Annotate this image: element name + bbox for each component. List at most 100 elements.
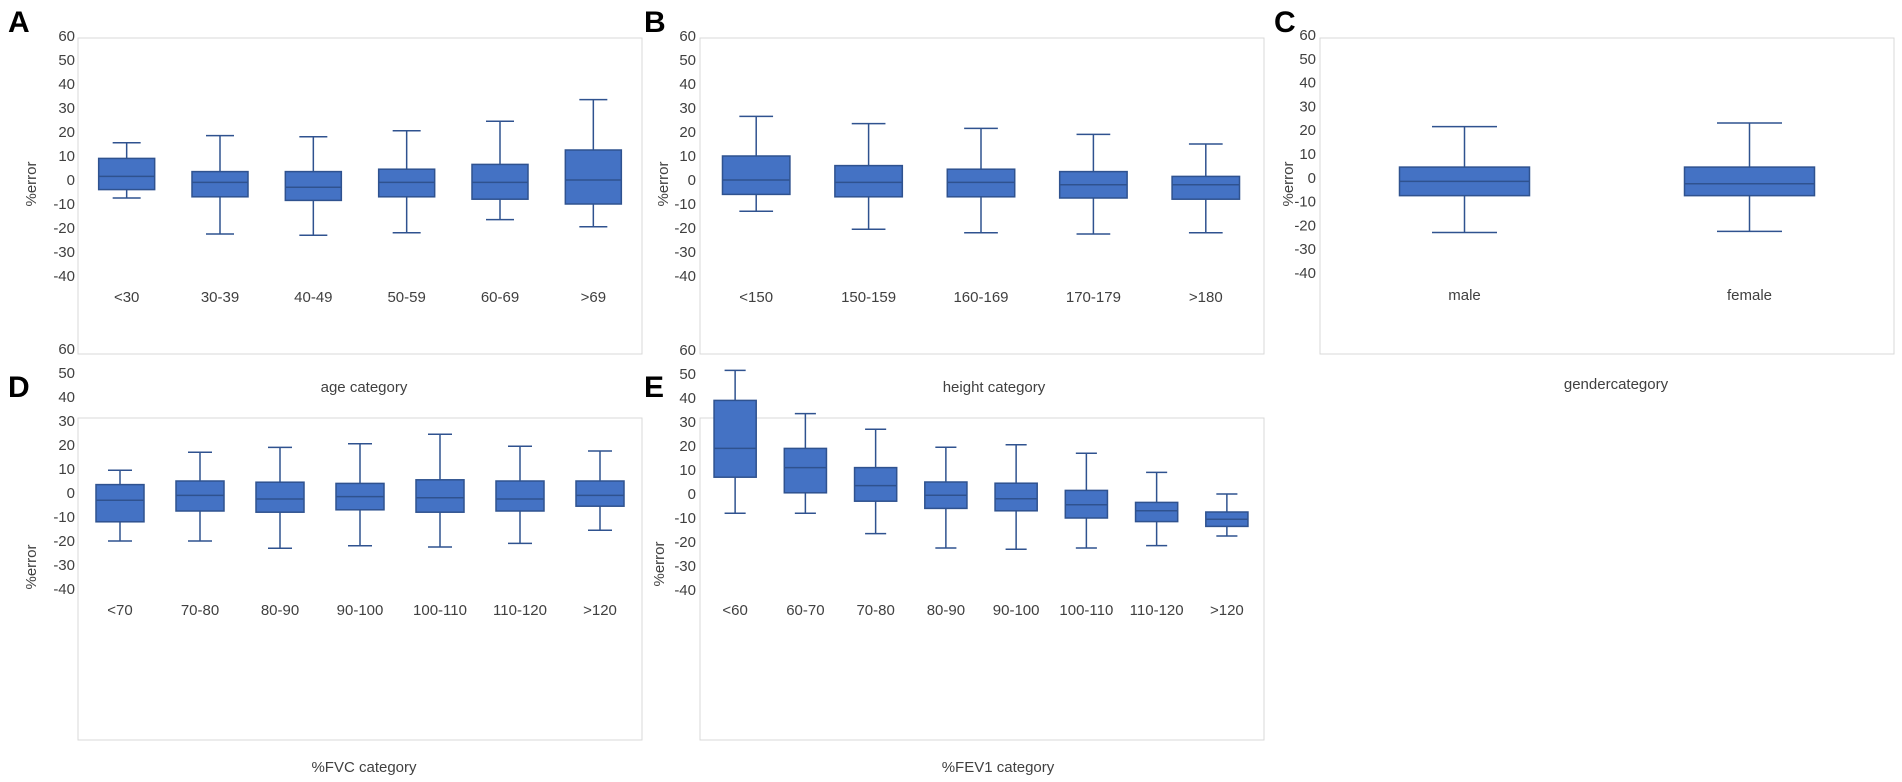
y-tick-label: -40 bbox=[1294, 265, 1316, 282]
y-tick-label: -30 bbox=[53, 557, 75, 574]
iqr-box bbox=[1683, 166, 1816, 197]
panel-letter-d: D bbox=[8, 371, 30, 404]
iqr-box bbox=[713, 399, 757, 478]
y-tick-label: 30 bbox=[679, 100, 696, 117]
y-tick-label: -30 bbox=[674, 244, 696, 261]
box-plot-30-39 bbox=[191, 134, 249, 235]
plot-area-c: 60 50 40 30 20 10 0 -10 -20 -30 -40 male female bbox=[1294, 27, 1816, 304]
panel-letter-b: B bbox=[644, 6, 666, 39]
iqr-box bbox=[95, 483, 145, 523]
y-tick-label: 60 bbox=[679, 28, 696, 45]
y-tick-label: 60 bbox=[58, 341, 75, 358]
y-tick-label: 20 bbox=[679, 124, 696, 141]
box-plot-male bbox=[1398, 125, 1531, 234]
x-tick-label: male bbox=[1448, 287, 1481, 304]
iqr-box bbox=[564, 149, 623, 205]
iqr-box bbox=[1134, 501, 1179, 523]
y-tick-label: 30 bbox=[58, 100, 75, 117]
y-tick-label: 20 bbox=[58, 124, 75, 141]
y-tick-label: 50 bbox=[679, 52, 696, 69]
box-plot-<70 bbox=[95, 469, 145, 542]
y-tick-label: -20 bbox=[674, 220, 696, 237]
x-tick-label: <70 bbox=[107, 602, 132, 619]
plot-frame-b bbox=[699, 37, 1265, 355]
box-plot-150-159 bbox=[834, 122, 904, 230]
y-tick-label: -40 bbox=[674, 582, 696, 599]
box-plot-80-90 bbox=[924, 446, 968, 549]
iqr-box bbox=[191, 170, 249, 198]
x-axis-title-c: gendercategory bbox=[1564, 376, 1669, 393]
box-plot-female bbox=[1683, 122, 1816, 233]
y-tick-label: 30 bbox=[1299, 98, 1316, 115]
iqr-box bbox=[415, 479, 465, 513]
panel-letter-e: E bbox=[644, 371, 664, 404]
x-tick-label: 110-120 bbox=[493, 602, 547, 619]
y-tick-label: 0 bbox=[1308, 170, 1316, 187]
iqr-box bbox=[1171, 175, 1241, 200]
x-axis-title-b: height category bbox=[943, 379, 1046, 396]
plot-area-a: 60 50 40 30 20 10 0 -10 -20 -30 -40 <30 30-39 40-49 50… bbox=[53, 28, 623, 306]
box-plot-110-120 bbox=[495, 445, 545, 545]
box-plot-100-110 bbox=[415, 433, 465, 548]
box-plot-60-69 bbox=[471, 120, 529, 221]
x-axis-title-a: age category bbox=[321, 379, 408, 396]
y-tick-label: 30 bbox=[58, 413, 75, 430]
panel-d: D 60 50 40 30 20 10 0 -10 -20 -30 -40 <70 70-80 80-90… bbox=[8, 341, 643, 776]
x-tick-label: 70-80 bbox=[181, 602, 219, 619]
x-axis-title-e: %FEV1 category bbox=[942, 759, 1055, 776]
y-tick-label: 10 bbox=[679, 148, 696, 165]
box-plot-<30 bbox=[97, 142, 156, 199]
y-tick-label: 0 bbox=[688, 486, 696, 503]
x-tick-label: 60-69 bbox=[481, 289, 519, 306]
x-tick-label: 90-100 bbox=[337, 602, 384, 619]
iqr-box bbox=[834, 164, 904, 198]
y-tick-label: 10 bbox=[58, 148, 75, 165]
x-tick-label: 150-159 bbox=[841, 289, 896, 306]
box-plot-170-179 bbox=[1058, 133, 1128, 235]
x-tick-label: <30 bbox=[114, 289, 139, 306]
iqr-box bbox=[575, 480, 625, 507]
y-tick-label: 20 bbox=[58, 437, 75, 454]
iqr-box bbox=[255, 481, 305, 513]
y-tick-label: -20 bbox=[53, 533, 75, 550]
y-tick-label: 50 bbox=[1299, 51, 1316, 68]
plot-area-d: 60 50 40 30 20 10 0 -10 -20 -30 -40 <70 70-80 80-90 90… bbox=[53, 341, 625, 619]
panel-a: A 60 50 40 30 20 10 0 -10 -20 -30 -40 <30 30-39 40-49… bbox=[8, 6, 643, 396]
box-plot->180 bbox=[1171, 143, 1241, 234]
box-plot-<60 bbox=[713, 369, 757, 514]
y-tick-label: -10 bbox=[674, 510, 696, 527]
box-plot-100-110 bbox=[1064, 452, 1109, 549]
y-tick-label: 10 bbox=[1299, 146, 1316, 163]
plot-frame-e bbox=[699, 417, 1265, 741]
plot-frame-d bbox=[77, 417, 643, 741]
x-tick-label: 70-80 bbox=[856, 602, 894, 619]
x-tick-label: 160-169 bbox=[953, 289, 1008, 306]
box-plot-90-100 bbox=[335, 443, 385, 547]
y-tick-label: 20 bbox=[679, 438, 696, 455]
y-tick-label: -10 bbox=[674, 196, 696, 213]
x-tick-label: >180 bbox=[1189, 289, 1223, 306]
y-tick-label: -30 bbox=[674, 558, 696, 575]
y-tick-label: 40 bbox=[1299, 75, 1316, 92]
y-tick-label: 30 bbox=[679, 414, 696, 431]
x-tick-label: 60-70 bbox=[786, 602, 824, 619]
plot-frame-c bbox=[1319, 37, 1895, 355]
x-tick-label: 80-90 bbox=[261, 602, 299, 619]
y-tick-label: -20 bbox=[674, 534, 696, 551]
iqr-box bbox=[721, 155, 791, 196]
y-axis-title-d: %error bbox=[23, 544, 40, 589]
box-plot-90-100 bbox=[994, 444, 1038, 550]
y-tick-label: 40 bbox=[58, 389, 75, 406]
y-tick-label: -40 bbox=[674, 268, 696, 285]
y-tick-label: 40 bbox=[58, 76, 75, 93]
x-tick-label: 100-110 bbox=[1059, 602, 1113, 619]
y-tick-label: 50 bbox=[58, 52, 75, 69]
plot-area-e: 60 50 40 30 20 10 0 -10 -20 -30 -40 <60 60-70 70-80 80… bbox=[674, 342, 1249, 619]
iqr-box bbox=[994, 482, 1038, 512]
x-tick-label: 50-59 bbox=[387, 289, 425, 306]
y-tick-label: -30 bbox=[53, 244, 75, 261]
y-tick-label: 10 bbox=[58, 461, 75, 478]
y-tick-label: 40 bbox=[679, 390, 696, 407]
box-plot-40-49 bbox=[284, 136, 343, 236]
